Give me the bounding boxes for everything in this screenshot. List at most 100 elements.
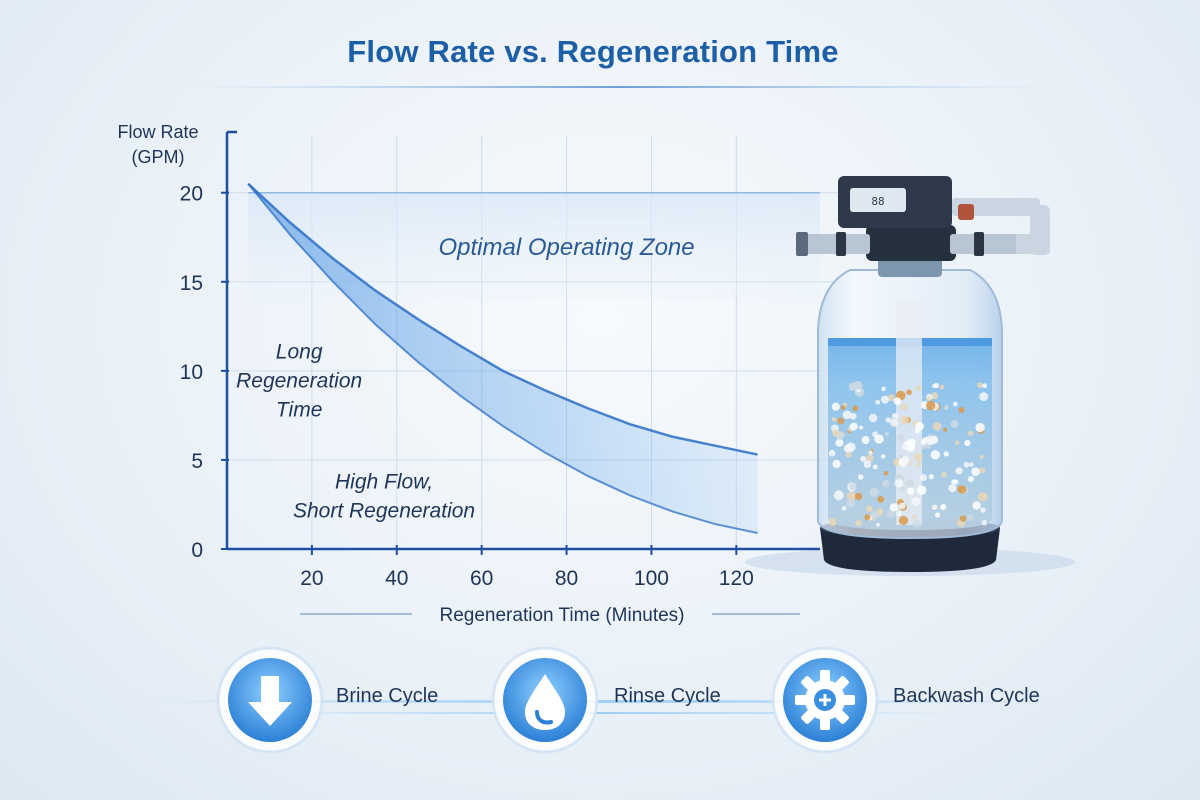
resin-bead	[890, 419, 898, 427]
resin-bead	[941, 471, 947, 478]
resin-bead	[902, 443, 909, 450]
resin-bead	[854, 492, 863, 501]
resin-bead	[855, 519, 862, 527]
resin-bead	[846, 491, 857, 501]
resin-bead	[843, 444, 853, 453]
resin-bead	[832, 429, 840, 437]
resin-bead	[877, 495, 885, 503]
gear-icon	[771, 646, 879, 754]
annotation-high-flow: Short Regeneration	[293, 499, 475, 522]
resin-bead	[872, 464, 878, 470]
resin-bead	[840, 405, 846, 410]
x-axis-title: Regeneration Time (Minutes)	[440, 605, 685, 626]
resin-bead	[906, 389, 912, 396]
series-line-upper	[247, 182, 758, 456]
x-tick-label: 60	[470, 567, 493, 590]
x-tick-label: 40	[385, 567, 408, 590]
resin-bead	[868, 450, 873, 455]
resin-bead	[894, 478, 904, 488]
resin-bead	[982, 383, 988, 389]
resin-bead	[846, 498, 856, 508]
resin-bead	[915, 421, 925, 431]
resin-bead	[905, 479, 914, 488]
resin-bead	[866, 454, 874, 462]
resin-bead	[869, 487, 879, 497]
water-drop-icon	[491, 646, 599, 754]
annotation-long-regeneration: Regeneration	[236, 369, 362, 392]
resin-bead	[963, 461, 970, 468]
resin-bead	[861, 436, 870, 445]
resin-bead	[954, 440, 960, 445]
resin-bead	[964, 439, 971, 447]
resin-bead	[900, 403, 908, 411]
resin-bead	[950, 420, 959, 429]
y-tick-label: 20	[180, 183, 203, 206]
resin-bead	[915, 385, 922, 392]
arrow-down-icon	[216, 646, 324, 754]
resin-bead	[928, 474, 934, 480]
resin-bead	[971, 467, 980, 477]
resin-bead	[979, 467, 986, 474]
resin-bead	[837, 417, 845, 425]
annotation-long-regeneration: Long	[276, 340, 323, 363]
x-tick-label: 20	[300, 567, 323, 590]
resin-bead	[953, 479, 959, 485]
resin-bead	[932, 422, 942, 431]
y-axis-title: Flow Rate	[117, 122, 198, 142]
resin-bead	[849, 422, 858, 431]
resin-bead	[845, 451, 852, 458]
glow-streak	[250, 712, 950, 714]
resin-bead	[849, 412, 857, 420]
resin-bead	[969, 462, 974, 467]
y-tick-label: 10	[180, 361, 203, 384]
resin-bead	[857, 474, 864, 480]
resin-bead	[831, 402, 840, 411]
resin-bead	[884, 431, 890, 437]
resin-bead	[977, 382, 984, 389]
chart-curves	[247, 182, 758, 534]
resin-bead	[875, 522, 880, 527]
resin-bead	[979, 454, 984, 460]
resin-bead	[926, 435, 936, 446]
resin-bead	[935, 512, 941, 518]
svg-text:88: 88	[871, 195, 884, 208]
resin-bead	[900, 415, 909, 425]
resin-bead	[967, 514, 974, 521]
resin-bead	[896, 511, 902, 517]
resin-bead	[942, 427, 948, 432]
resin-bead	[921, 444, 926, 450]
chart-axes	[221, 130, 820, 555]
resin-bead	[926, 396, 931, 402]
resin-bead	[943, 405, 949, 410]
resin-bead	[967, 430, 974, 436]
resin-bead	[972, 501, 981, 510]
cycle-label-brine: Brine Cycle	[336, 685, 439, 707]
resin-bead	[883, 470, 889, 476]
resin-bead	[916, 462, 922, 467]
resin-bead	[980, 507, 986, 513]
resin-bead	[849, 482, 857, 491]
resin-bead	[939, 384, 945, 390]
resin-bead	[943, 451, 949, 457]
resin-bead	[925, 400, 936, 411]
resin-bead	[979, 392, 989, 402]
resin-bead	[864, 514, 871, 521]
resin-bead	[828, 518, 837, 526]
x-tick-label: 80	[555, 567, 578, 590]
resin-bead	[860, 455, 867, 462]
resin-bead	[958, 406, 965, 414]
resin-bead	[896, 434, 905, 442]
resin-bead	[858, 425, 864, 430]
cycle-label-backwash: Backwash Cycle	[893, 685, 1040, 707]
water-softener-illustration: 88	[745, 176, 1075, 576]
resin-bead	[828, 449, 836, 457]
resin-bead	[917, 485, 927, 495]
curve-band	[248, 183, 758, 533]
x-tick-label: 120	[719, 567, 754, 590]
resin-bead	[881, 386, 886, 392]
resin-bead	[931, 392, 939, 400]
resin-bead	[868, 413, 878, 423]
resin-bead	[863, 460, 872, 469]
resin-bead	[833, 490, 844, 501]
